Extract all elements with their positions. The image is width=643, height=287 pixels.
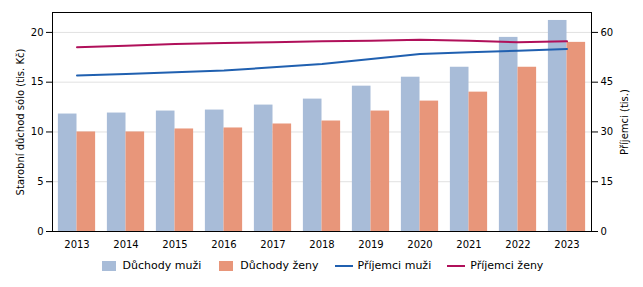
svg-text:0: 0 [601,226,607,237]
svg-text:2020: 2020 [407,239,432,250]
svg-text:Příjemci (tis.): Příjemci (tis.) [619,89,630,155]
svg-text:2021: 2021 [456,239,481,250]
svg-text:2015: 2015 [162,239,187,250]
svg-text:2013: 2013 [64,239,89,250]
svg-text:45: 45 [601,76,614,87]
svg-text:2018: 2018 [309,239,334,250]
svg-text:Starobní důchod sólo (tis. Kč): Starobní důchod sólo (tis. Kč) [15,49,26,196]
svg-text:15: 15 [31,76,44,87]
html-text:Důchody ženy: Důchody ženy [240,259,319,272]
svg-text:20: 20 [31,27,44,38]
svg-text:5: 5 [37,176,43,187]
svg-text:30: 30 [601,126,614,137]
html-text:Příjemci muži: Příjemci muži [357,259,432,272]
svg-text:2019: 2019 [358,239,383,250]
html-text:Důchody muži: Důchody muži [122,259,202,272]
svg-text:2023: 2023 [554,239,579,250]
svg-text:10: 10 [31,126,44,137]
svg-text:2014: 2014 [113,239,138,250]
svg-text:2017: 2017 [260,239,285,250]
svg-text:60: 60 [601,27,614,38]
svg-text:2016: 2016 [211,239,236,250]
svg-text:2022: 2022 [505,239,530,250]
svg-text:15: 15 [601,176,614,187]
svg-text:0: 0 [37,226,43,237]
html-text:Příjemci ženy: Příjemci ženy [470,259,544,272]
